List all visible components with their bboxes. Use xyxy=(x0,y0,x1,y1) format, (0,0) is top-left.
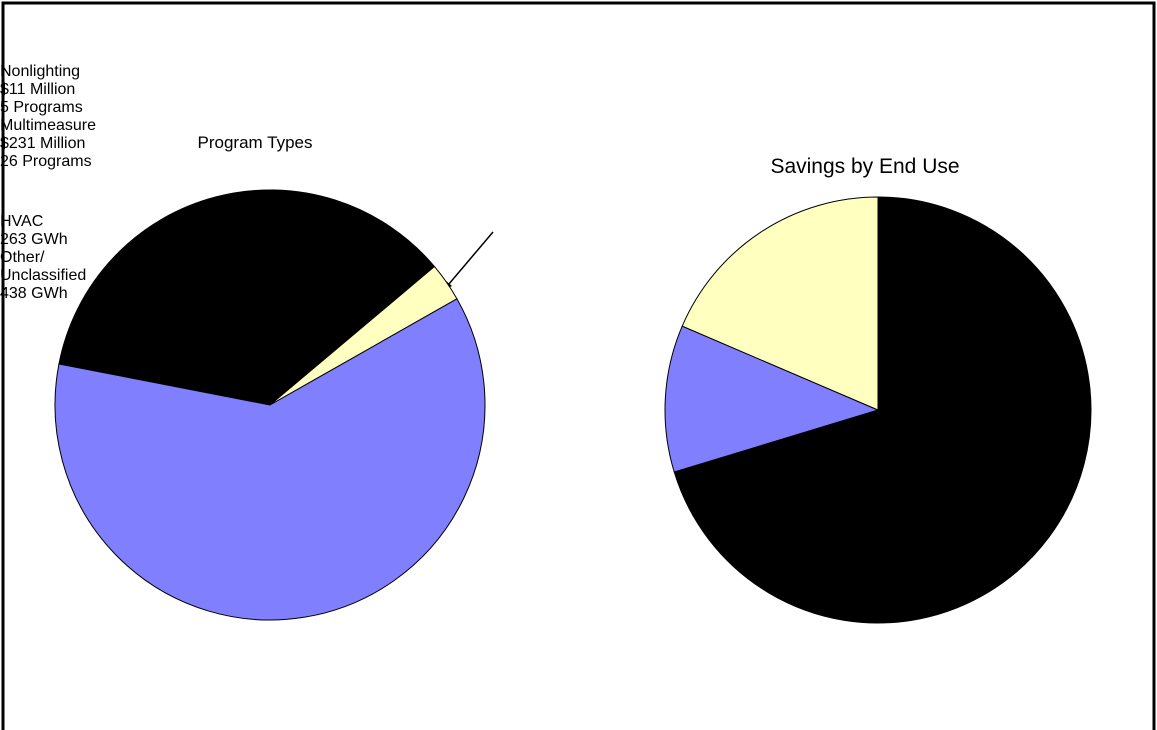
slice-label: Lighting 1,659 GWh xyxy=(0,171,150,213)
slice-label: Nonlighting $11 Million 5 Programs xyxy=(0,63,160,117)
category-label: Lighting xyxy=(0,171,79,191)
sub-label: 26 Programs xyxy=(0,153,92,170)
value-label: $11 Million xyxy=(0,81,76,98)
category-label: Nonlighting xyxy=(0,63,81,80)
value-label: $135 Million xyxy=(0,21,115,41)
pie-slice xyxy=(58,189,436,406)
sub-label: 5 Programs xyxy=(0,99,83,116)
category-label: HVAC xyxy=(0,213,44,230)
value-label: 438 GWh xyxy=(0,285,68,302)
chart-title: Program Types xyxy=(197,133,313,152)
chart-title: Savings by End Use xyxy=(770,155,960,178)
value-label: 263 GWh xyxy=(0,231,68,248)
value-label: $231 Million xyxy=(0,135,86,152)
pie-slice xyxy=(54,298,486,621)
sub-label: 9 Programs xyxy=(0,42,110,62)
pie-slice xyxy=(673,196,1092,624)
slice-label: Other/ Unclassified 438 GWh xyxy=(0,249,130,303)
slice-label: Multimeasure $231 Million 26 Programs xyxy=(0,117,170,171)
callout-arrow xyxy=(442,231,494,292)
slice-label: Lighting $135 Million 9 Programs xyxy=(0,0,160,63)
value-label: 1,659 GWh xyxy=(0,192,102,212)
slice-label: HVAC 263 GWh xyxy=(0,213,100,249)
pie-slice xyxy=(681,196,879,411)
category-label: Lighting xyxy=(0,0,79,20)
category-label: Other/ Unclassified xyxy=(0,249,87,284)
category-label: Multimeasure xyxy=(0,117,97,134)
pie-slice xyxy=(664,325,880,473)
